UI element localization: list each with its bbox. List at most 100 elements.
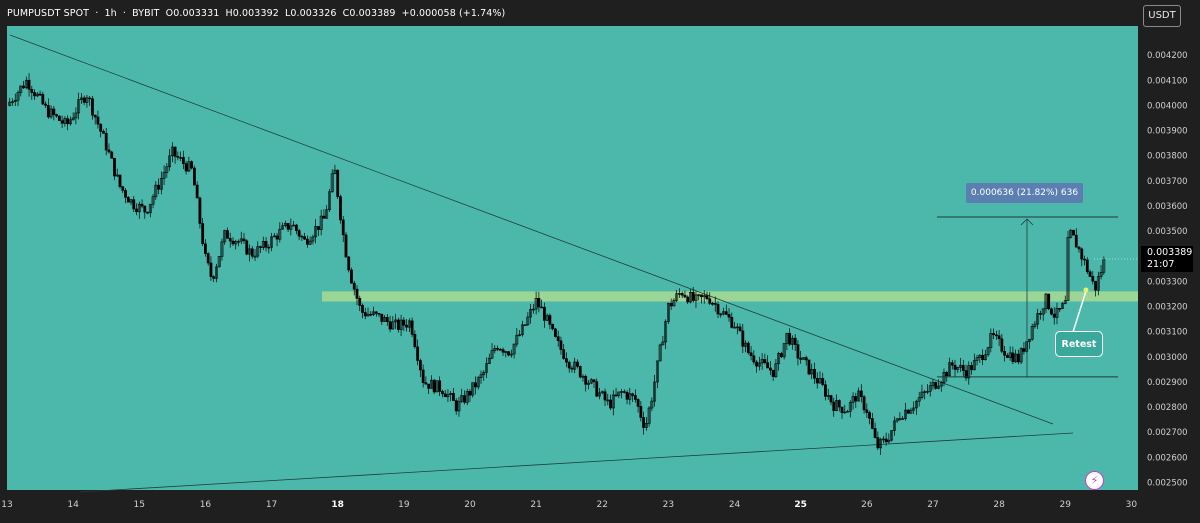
candle-body [923, 391, 927, 393]
candle-body [1080, 248, 1084, 260]
candle-body [498, 348, 502, 351]
separator: · [122, 8, 126, 19]
candle-body [713, 303, 717, 305]
candle-body [763, 359, 767, 363]
candle-body [655, 360, 659, 383]
retest-dot [1083, 287, 1089, 293]
candle-body [151, 196, 155, 205]
candle-body [667, 302, 670, 322]
candle-body [642, 417, 646, 428]
candle-body [352, 282, 356, 290]
candle-body [650, 400, 654, 409]
candle-body [1033, 323, 1037, 327]
candle-body [201, 223, 205, 245]
candle-body [297, 230, 301, 237]
candle-body [865, 409, 869, 413]
candle-body [52, 108, 56, 115]
candle-body [1094, 280, 1097, 291]
candle-body [402, 319, 406, 326]
x-tick-label: 13 [1, 500, 12, 510]
candle-body [515, 334, 519, 345]
candle-body [1063, 300, 1067, 304]
candle-body [206, 253, 210, 264]
candle-body [115, 174, 119, 177]
candle-body [248, 248, 251, 255]
candle-body [840, 406, 844, 413]
candle-body [35, 93, 39, 97]
candle-body [170, 146, 174, 157]
candle-body [697, 294, 701, 297]
candle-body [653, 381, 657, 402]
candle-body [848, 401, 852, 412]
candle-body [879, 438, 883, 449]
candle-body [250, 248, 254, 257]
candle-body [385, 317, 389, 322]
candle-body [449, 393, 453, 395]
candle-body [140, 203, 144, 207]
interval-label[interactable]: 1h [104, 8, 117, 19]
candle-body [253, 255, 257, 258]
candle-body [93, 114, 97, 118]
candle-body [278, 228, 282, 240]
candle-body [493, 348, 497, 351]
candle-body [374, 311, 378, 314]
candle-body [664, 321, 668, 343]
candle-body [829, 395, 833, 403]
candle-body [441, 391, 444, 395]
x-tick-label: 25 [794, 500, 807, 510]
candle-body [906, 409, 910, 414]
candle-body [212, 276, 216, 279]
candle-body [796, 344, 800, 359]
candle-body [1058, 308, 1062, 310]
candle-body [959, 364, 962, 368]
candle-body [300, 235, 304, 238]
candle-body [245, 240, 249, 255]
candle-body [405, 324, 408, 328]
candle-body [242, 238, 246, 242]
measure-label[interactable]: 0.000636 (21.82%) 636 [966, 183, 1083, 203]
candle-body [110, 151, 114, 159]
retest-callout[interactable]: Retest [1055, 331, 1103, 357]
y-tick-label: 0.003100 [1147, 328, 1188, 338]
support-trendline [79, 432, 1074, 493]
y-tick-label: 0.003600 [1147, 202, 1188, 212]
x-tick-label: 22 [597, 500, 608, 510]
candle-body [589, 379, 593, 384]
candle-body [476, 377, 480, 388]
candle-body [675, 293, 679, 301]
x-tick-label: 14 [67, 500, 79, 510]
candle-body [471, 382, 475, 396]
candle-body [870, 418, 874, 429]
candle-body [396, 319, 400, 330]
y-tick-label: 0.002900 [1147, 378, 1188, 388]
candle-body [948, 362, 951, 377]
candle-body [418, 360, 422, 371]
candle-body [824, 384, 827, 397]
candle-body [1085, 259, 1089, 273]
candle-body [275, 235, 279, 240]
candle-body [771, 369, 775, 377]
candle-body [264, 241, 268, 248]
currency-button[interactable]: USDT [1143, 5, 1181, 27]
lightning-icon[interactable]: ⚡ [1085, 471, 1104, 490]
candle-body [96, 116, 100, 125]
candle-body [308, 240, 312, 245]
candle-body [694, 294, 698, 301]
candle-body [424, 382, 428, 385]
candle-body [132, 199, 136, 210]
candle-body [700, 294, 703, 298]
candle-body [658, 344, 662, 362]
candle-body [457, 400, 461, 412]
candle-body [669, 302, 673, 307]
candle-body [859, 390, 863, 398]
candle-body [361, 305, 364, 313]
y-tick-label: 0.004000 [1147, 101, 1188, 111]
candle-body [730, 316, 734, 328]
candle-body [452, 393, 455, 401]
y-tick-label: 0.003000 [1147, 353, 1188, 363]
change-value: +0.000058 (+1.74%) [401, 8, 506, 19]
candle-body [689, 292, 692, 303]
candle-body [272, 235, 276, 238]
symbol-label[interactable]: PUMPUSDT SPOT [7, 8, 90, 19]
